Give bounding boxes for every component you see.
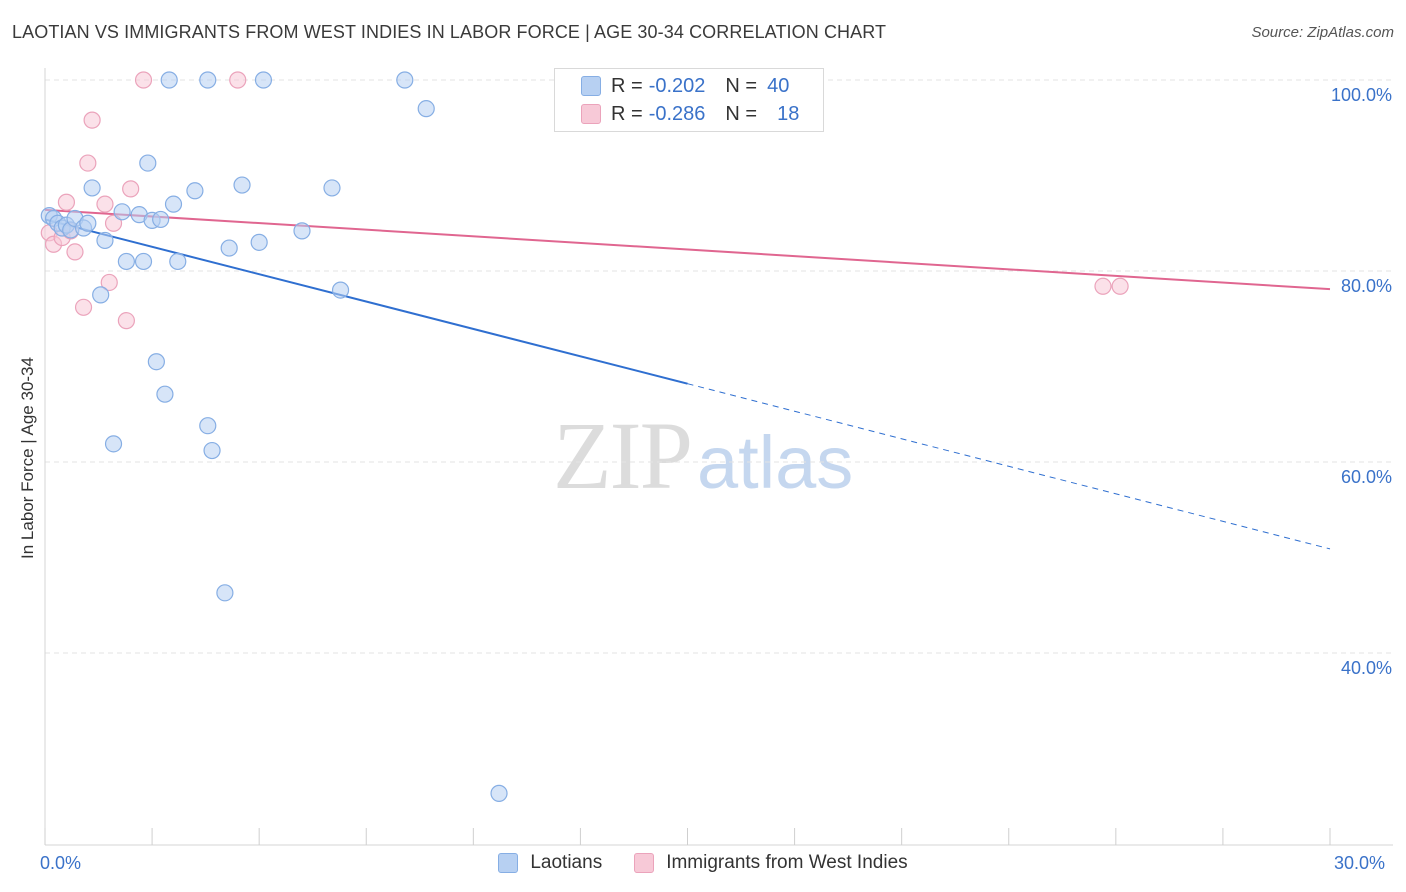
point-laotians: [169, 252, 187, 271]
point-laotians: [396, 71, 414, 89]
point-laotians: [417, 100, 435, 118]
legend-swatch-blue: [581, 76, 601, 96]
series-legend-west-indies[interactable]: Immigrants from West Indies: [634, 852, 908, 874]
point-laotians: [186, 182, 204, 200]
y-tick-label: 60.0%: [1340, 467, 1392, 487]
correlation-legend: R = -0.202 N = 40 R = -0.286 N = 18: [554, 68, 824, 132]
chart-source: Source: ZipAtlas.com: [1251, 24, 1394, 41]
watermark: ZIPatlas: [553, 400, 853, 511]
point-west-indies: [83, 111, 101, 129]
point-laotians: [490, 784, 508, 802]
point-west-indies: [229, 71, 247, 89]
legend-r-label: R =: [611, 102, 643, 125]
series-swatch-blue: [498, 853, 519, 873]
point-laotians: [147, 353, 165, 371]
point-laotians: [134, 252, 153, 271]
watermark-zip: ZIP: [553, 402, 693, 509]
legend-row-laotians: R = -0.202 N = 40: [555, 72, 789, 100]
series-label-laotians: Laotians: [530, 852, 603, 873]
trend-line-laotians-extension: [687, 383, 1331, 550]
legend-r-value: -0.202: [648, 74, 706, 97]
point-west-indies: [57, 193, 76, 211]
point-laotians: [203, 441, 221, 460]
y-axis-title: In Labor Force | Age 30-34: [18, 357, 37, 559]
x-tick-label-min: 0.0%: [40, 853, 82, 873]
point-laotians: [156, 385, 174, 403]
point-layer: [40, 71, 1129, 802]
point-laotians: [216, 584, 234, 602]
point-laotians: [199, 71, 217, 89]
point-laotians: [113, 203, 131, 221]
trend-layer: [44, 208, 1331, 550]
point-laotians: [233, 176, 251, 194]
trend-line-west-indies: [44, 208, 1331, 291]
point-laotians: [160, 71, 178, 89]
point-laotians: [117, 252, 135, 271]
legend-n-label: N =: [725, 102, 758, 125]
point-laotians: [250, 233, 268, 251]
point-laotians: [164, 195, 183, 213]
point-west-indies: [122, 180, 140, 198]
point-laotians: [104, 435, 123, 453]
point-west-indies: [74, 298, 93, 316]
legend-n-value: 18: [777, 102, 800, 125]
series-swatch-pink: [634, 853, 655, 873]
point-laotians: [323, 179, 341, 197]
point-west-indies: [79, 154, 97, 172]
legend-swatch-pink: [581, 104, 601, 124]
y-tick-label: 80.0%: [1340, 276, 1392, 296]
y-tick-label: 100.0%: [1330, 85, 1392, 105]
legend-n-label: N =: [725, 74, 758, 97]
x-tick-label-max: 30.0%: [1334, 853, 1386, 873]
point-laotians: [293, 222, 311, 240]
legend-r-label: R =: [611, 74, 643, 97]
point-laotians: [152, 210, 170, 229]
chart-title: LAOTIAN VS IMMIGRANTS FROM WEST INDIES I…: [12, 22, 887, 42]
trend-line-laotians: [44, 218, 688, 385]
point-laotians: [92, 286, 110, 304]
point-laotians: [83, 179, 101, 197]
axis-layer: [44, 68, 1393, 846]
point-west-indies: [117, 312, 135, 330]
legend-row-west-indies: R = -0.286 N = 18: [555, 100, 799, 128]
y-tick-label: 40.0%: [1340, 658, 1392, 678]
point-west-indies: [104, 214, 123, 232]
point-west-indies: [100, 273, 118, 292]
series-legend: Laotians Immigrants from West Indies: [0, 852, 1406, 874]
point-west-indies: [96, 195, 114, 213]
point-laotians: [139, 154, 157, 172]
point-laotians: [220, 239, 238, 257]
point-west-indies: [1094, 277, 1112, 295]
series-legend-laotians[interactable]: Laotians: [498, 852, 602, 874]
point-laotians: [199, 417, 217, 435]
series-label-west-indies: Immigrants from West Indies: [666, 852, 908, 873]
point-west-indies: [134, 71, 153, 89]
point-laotians: [254, 71, 273, 89]
point-west-indies: [1111, 277, 1129, 295]
point-west-indies: [66, 243, 84, 261]
grid-layer: [45, 79, 1393, 654]
legend-n-value: 40: [767, 74, 790, 97]
point-laotians: [79, 214, 97, 232]
point-laotians: [331, 281, 350, 299]
legend-r-value: -0.286: [648, 102, 706, 125]
point-laotians: [96, 231, 114, 250]
